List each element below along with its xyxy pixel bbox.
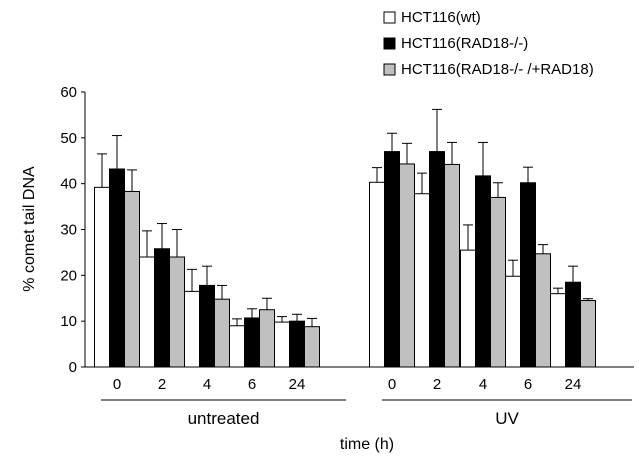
bar-1-10 (550, 293, 566, 368)
bar-1-2 (139, 256, 155, 368)
x-tick-label: 0 (113, 376, 121, 393)
bar-3-5 (304, 326, 320, 368)
bar-3-2 (169, 256, 185, 368)
y-ticks: 0 10 20 30 40 50 60 (60, 84, 85, 376)
legend-label-3: HCT116(RAD18-/- /+RAD18) (401, 61, 594, 78)
x-ticks: 0 2 4 6 24 0 2 4 6 24 (113, 376, 582, 393)
bar-3-9 (535, 253, 551, 368)
group-label: UV (495, 409, 519, 428)
bar-2-4 (244, 317, 260, 368)
bar-3-6 (399, 163, 415, 368)
legend-label-1: HCT116(wt) (401, 9, 481, 26)
x-axis-title: time (h) (340, 436, 394, 453)
y-tick-label: 0 (69, 359, 77, 376)
y-tick-label: 40 (60, 176, 77, 193)
bar-2-8 (475, 175, 491, 368)
bar-2-3 (199, 284, 215, 368)
x-tick-label: 2 (158, 376, 166, 393)
x-tick-label: 24 (565, 376, 582, 393)
legend-swatch-1 (383, 11, 396, 24)
bar-1-5 (274, 321, 290, 368)
bar-3-3 (214, 298, 230, 368)
y-tick-label: 50 (60, 130, 77, 147)
bars (94, 151, 596, 368)
y-axis-title: % comet tail DNA (21, 166, 38, 292)
error-bars (97, 108, 593, 327)
group-label: untreated (188, 409, 260, 428)
bar-2-10 (565, 281, 581, 368)
legend: HCT116(wt) HCT116(RAD18-/-) HCT116(RAD18-/… (383, 9, 594, 78)
bar-1-3 (184, 290, 200, 368)
y-tick-label: 30 (60, 222, 77, 239)
bar-3-10 (580, 300, 596, 368)
x-tick-label: 24 (289, 376, 306, 393)
bar-1-6 (369, 181, 385, 368)
bar-2-2 (154, 248, 170, 368)
legend-label-2: HCT116(RAD18-/-) (401, 35, 528, 52)
bar-3-7 (444, 163, 460, 368)
bar-1-7 (414, 193, 430, 368)
x-tick-label: 2 (433, 376, 441, 393)
y-tick-label: 10 (60, 313, 77, 330)
bar-1-9 (505, 275, 521, 368)
bar-2-5 (289, 320, 305, 368)
y-tick-label: 60 (60, 84, 77, 101)
bar-2-7 (429, 151, 445, 368)
bar-1-4 (229, 325, 245, 368)
bar-1-8 (460, 249, 476, 368)
bar-3-4 (259, 309, 275, 368)
x-tick-label: 6 (248, 376, 256, 393)
bar-2-6 (384, 151, 400, 368)
bar-2-1 (109, 168, 125, 368)
legend-swatch-3 (383, 63, 396, 76)
group-labels: untreated UV (101, 399, 632, 428)
x-tick-label: 0 (388, 376, 396, 393)
x-tick-label: 4 (203, 376, 211, 393)
bar-3-1 (124, 190, 140, 368)
x-tick-label: 4 (479, 376, 487, 393)
bar-1-1 (94, 186, 110, 368)
x-tick-label: 6 (524, 376, 532, 393)
legend-swatch-2 (383, 37, 396, 50)
bar-3-8 (490, 196, 506, 368)
bar-2-9 (520, 182, 536, 368)
y-tick-label: 20 (60, 267, 77, 284)
